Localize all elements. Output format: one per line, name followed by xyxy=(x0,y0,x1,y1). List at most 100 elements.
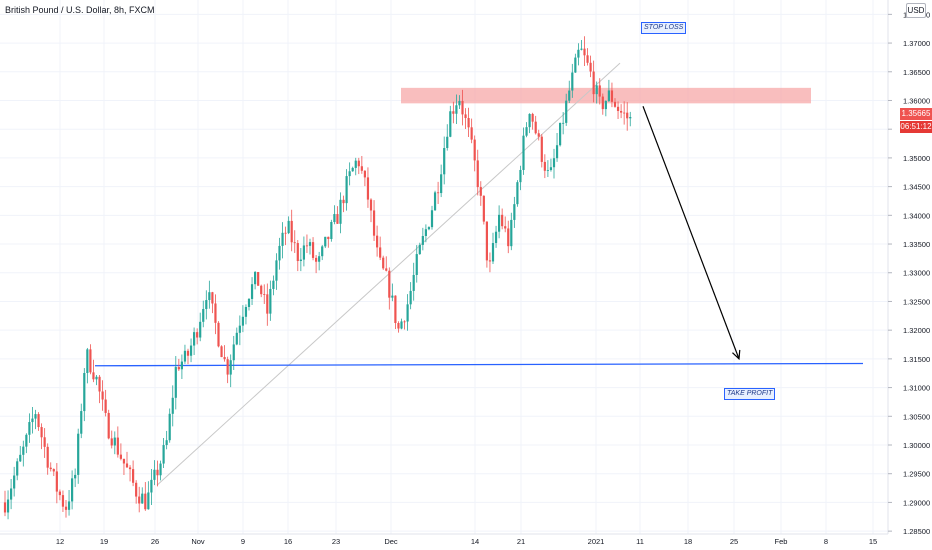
candle-body xyxy=(333,214,336,223)
time-tick-label: 2021 xyxy=(588,537,605,546)
candle-body xyxy=(71,478,74,502)
candle-body xyxy=(238,325,241,333)
candle-body xyxy=(626,112,629,119)
candle-body xyxy=(555,145,559,159)
candle-body xyxy=(113,437,116,446)
candle-body xyxy=(458,100,461,106)
candle-body xyxy=(156,469,159,476)
candle-body xyxy=(494,231,498,243)
stop-loss-zone[interactable] xyxy=(401,87,811,104)
candle-body xyxy=(580,48,583,50)
candle-body xyxy=(354,160,357,168)
time-tick-label: Dec xyxy=(384,537,398,546)
candle-body xyxy=(25,434,28,447)
candle-body xyxy=(592,71,595,95)
candle-body xyxy=(138,496,141,504)
candle-body xyxy=(80,411,83,434)
candle-body xyxy=(574,57,577,73)
price-tick-label: 1.30500 xyxy=(903,412,930,421)
candle-body xyxy=(559,122,562,146)
candle-body xyxy=(159,463,162,476)
candle-body xyxy=(107,412,110,439)
candle-body xyxy=(595,85,598,95)
candle-body xyxy=(601,96,604,110)
candle-body xyxy=(37,414,40,428)
candle-body xyxy=(507,228,510,247)
candle-body xyxy=(363,170,366,178)
price-tick-label: 1.33500 xyxy=(903,240,930,249)
candle-body xyxy=(86,349,89,374)
projection-arrow[interactable] xyxy=(642,106,741,361)
candle-body xyxy=(357,160,360,167)
candle-body xyxy=(171,397,174,414)
time-tick-label: 9 xyxy=(241,537,245,546)
candle-body xyxy=(510,219,513,247)
candle-body xyxy=(351,167,354,172)
candle-body xyxy=(269,288,272,314)
candle-body xyxy=(232,344,235,361)
candle-body xyxy=(266,294,269,314)
time-tick-label: 14 xyxy=(471,537,479,546)
time-tick-label: 11 xyxy=(636,537,644,546)
candle-body xyxy=(77,433,80,475)
candle-body xyxy=(244,307,248,317)
currency-button[interactable]: USD xyxy=(906,3,926,18)
candle-body xyxy=(516,182,519,205)
arrow-head[interactable] xyxy=(732,349,741,361)
candle-body xyxy=(19,454,22,462)
candle-body xyxy=(98,376,101,392)
candle-body xyxy=(403,321,406,323)
candle-body xyxy=(40,427,43,438)
price-tick-label: 1.29000 xyxy=(903,498,930,507)
candle-body xyxy=(443,148,446,175)
symbol-title: British Pound / U.S. Dollar, 8h, FXCM xyxy=(5,5,155,15)
candle-body xyxy=(623,112,626,114)
take-profit-line[interactable] xyxy=(94,362,864,367)
candle-body xyxy=(546,170,549,171)
candle-body xyxy=(92,372,95,380)
candle-body xyxy=(473,139,476,161)
candle-body xyxy=(220,346,223,358)
candle-body xyxy=(89,349,92,373)
candle-body xyxy=(311,242,315,258)
candle-body xyxy=(513,204,516,220)
time-axis[interactable]: 12 19 26 Nov 9 16 23 Dec 14 21 2021 11 18 25 Feb 8 15 xyxy=(56,537,877,546)
price-tick-label: 1.28500 xyxy=(903,527,930,536)
candle-body xyxy=(418,244,421,255)
candle-body xyxy=(135,482,138,497)
countdown-label: 06:51:12 xyxy=(900,121,932,133)
candle-body xyxy=(430,210,434,228)
candle-body xyxy=(229,360,232,375)
candle-body xyxy=(455,105,458,114)
candle-body xyxy=(440,174,443,194)
candle-body xyxy=(485,221,488,261)
candle-body xyxy=(372,210,376,236)
candle-body xyxy=(528,113,531,128)
candle-body xyxy=(177,367,180,370)
price-tick-label: 1.33000 xyxy=(903,269,930,278)
candle-body xyxy=(452,111,455,114)
candle-body xyxy=(278,245,281,261)
candle-body xyxy=(549,167,553,171)
stop-loss-label[interactable]: STOP LOSS xyxy=(641,22,687,34)
candle-body xyxy=(562,122,565,124)
candle-body xyxy=(128,467,132,470)
candle-body xyxy=(525,127,528,136)
candle-body xyxy=(321,246,324,257)
candle-body xyxy=(348,171,351,177)
candle-body xyxy=(122,458,126,464)
candle-body xyxy=(141,493,144,504)
candle-body xyxy=(616,106,620,111)
candle-body xyxy=(620,110,623,113)
take-profit-label[interactable]: TAKE PROFIT xyxy=(724,388,776,400)
candle-body xyxy=(263,294,266,295)
candle-body xyxy=(409,290,412,305)
candle-body xyxy=(74,474,77,479)
candle-body xyxy=(522,135,525,170)
arrow-shaft[interactable] xyxy=(642,106,740,360)
candle-body xyxy=(10,488,13,500)
candle-body xyxy=(366,177,370,200)
candle-body xyxy=(305,245,309,247)
candle-body xyxy=(16,461,19,476)
